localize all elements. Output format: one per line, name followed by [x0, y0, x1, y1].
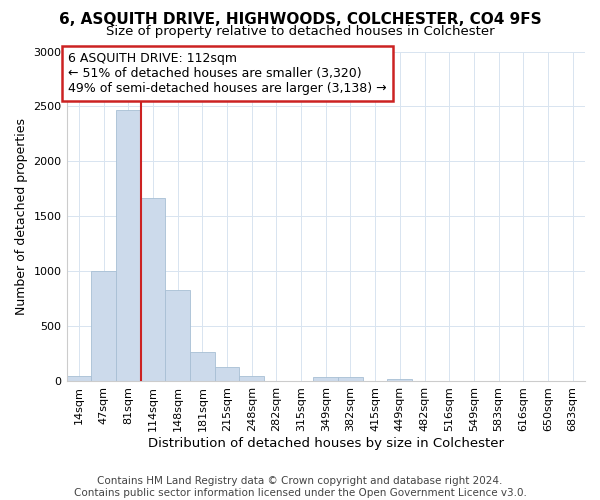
Bar	[165, 290, 190, 382]
Bar	[313, 377, 338, 382]
Text: 6, ASQUITH DRIVE, HIGHWOODS, COLCHESTER, CO4 9FS: 6, ASQUITH DRIVE, HIGHWOODS, COLCHESTER,…	[59, 12, 541, 28]
Bar	[239, 376, 264, 382]
Bar	[116, 110, 140, 382]
Bar	[140, 198, 165, 382]
Bar	[67, 376, 91, 382]
Y-axis label: Number of detached properties: Number of detached properties	[15, 118, 28, 315]
X-axis label: Distribution of detached houses by size in Colchester: Distribution of detached houses by size …	[148, 437, 504, 450]
Text: 6 ASQUITH DRIVE: 112sqm
← 51% of detached houses are smaller (3,320)
49% of semi: 6 ASQUITH DRIVE: 112sqm ← 51% of detache…	[68, 52, 386, 95]
Text: Contains HM Land Registry data © Crown copyright and database right 2024.
Contai: Contains HM Land Registry data © Crown c…	[74, 476, 526, 498]
Bar	[338, 377, 363, 382]
Bar	[215, 367, 239, 382]
Bar	[190, 352, 215, 382]
Text: Size of property relative to detached houses in Colchester: Size of property relative to detached ho…	[106, 25, 494, 38]
Bar	[91, 272, 116, 382]
Bar	[388, 380, 412, 382]
